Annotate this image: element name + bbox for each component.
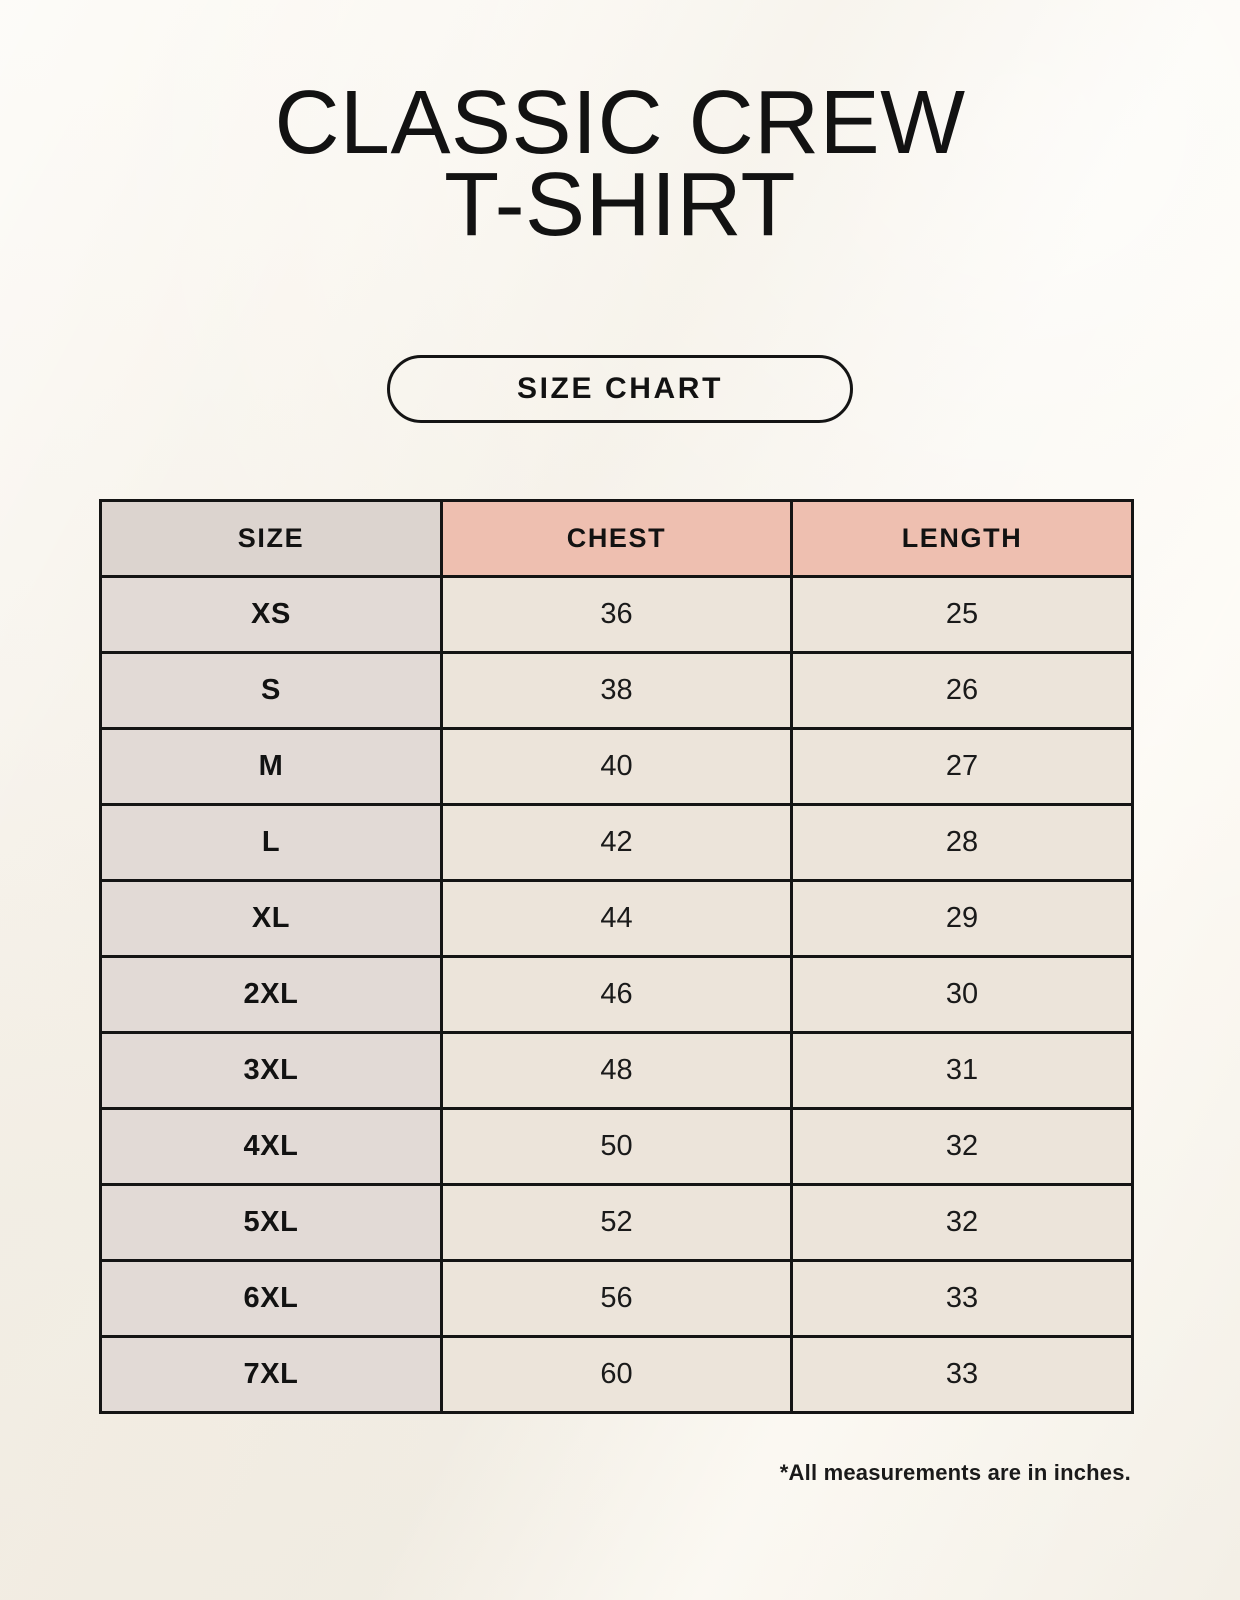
cell-size: S [99,651,443,730]
column-header-chest-label: CHEST [566,523,667,553]
cell-length: 33 [790,1259,1134,1338]
length-value: 32 [945,1206,979,1238]
length-value: 31 [945,1054,979,1086]
length-value: 27 [945,750,979,782]
length-value: 29 [945,902,979,934]
table-row: XS 36 25 [99,575,1134,654]
cell-length: 28 [790,803,1134,882]
cell-size: M [99,727,443,806]
size-chart-table-wrapper: SIZE CHEST LENGTH XS 36 25 S [99,499,1134,1414]
chest-value: 36 [600,598,633,630]
size-chart-table: SIZE CHEST LENGTH XS 36 25 S [99,499,1134,1414]
cell-size: XL [99,879,443,958]
column-header-length-label: LENGTH [901,523,1023,553]
chest-value: 48 [600,1054,633,1086]
cell-chest: 56 [440,1259,793,1338]
length-value: 33 [945,1358,979,1390]
length-value: 25 [945,598,979,630]
table-row: M 40 27 [99,727,1134,806]
size-value: L [261,826,281,858]
chest-value: 50 [600,1130,633,1162]
cell-length: 29 [790,879,1134,958]
cell-chest: 52 [440,1183,793,1262]
column-header-chest: CHEST [440,499,793,578]
length-value: 32 [945,1130,979,1162]
length-value: 26 [945,674,979,706]
cell-size: 6XL [99,1259,443,1338]
cell-size: 5XL [99,1183,443,1262]
badge-container: SIZE CHART [0,355,1240,423]
cell-chest: 38 [440,651,793,730]
cell-size: L [99,803,443,882]
size-value: 6XL [243,1282,299,1314]
column-header-size-label: SIZE [237,523,305,553]
chest-value: 56 [600,1282,633,1314]
table-header-row: SIZE CHEST LENGTH [99,499,1134,578]
size-value: S [261,674,281,706]
cell-length: 26 [790,651,1134,730]
cell-length: 30 [790,955,1134,1034]
length-value: 33 [945,1282,979,1314]
table-row: 6XL 56 33 [99,1259,1134,1338]
cell-length: 27 [790,727,1134,806]
size-value: M [258,750,284,782]
chest-value: 52 [600,1206,633,1238]
table-row: S 38 26 [99,651,1134,730]
length-value: 28 [945,826,979,858]
size-value: 4XL [243,1130,299,1162]
chest-value: 38 [600,674,633,706]
size-chart-badge-label: SIZE CHART [517,372,723,405]
table-row: L 42 28 [99,803,1134,882]
length-value: 30 [945,978,979,1010]
table-row: XL 44 29 [99,879,1134,958]
cell-chest: 46 [440,955,793,1034]
cell-length: 32 [790,1183,1134,1262]
size-value: XL [251,902,291,934]
size-value: 3XL [243,1054,299,1086]
cell-size: 4XL [99,1107,443,1186]
chest-value: 60 [600,1358,633,1390]
cell-length: 31 [790,1031,1134,1110]
cell-size: 7XL [99,1335,443,1414]
chest-value: 44 [600,902,633,934]
page-title: CLASSIC CREW T-SHIRT [0,73,1240,255]
size-value: 2XL [243,978,299,1010]
table-row: 3XL 48 31 [99,1031,1134,1110]
table-body: XS 36 25 S 38 26 M 40 27 L 42 28 [99,575,1134,1414]
table-row: 2XL 46 30 [99,955,1134,1034]
table-row: 5XL 52 32 [99,1183,1134,1262]
table-row: 4XL 50 32 [99,1107,1134,1186]
cell-size: XS [99,575,443,654]
cell-chest: 40 [440,727,793,806]
cell-chest: 50 [440,1107,793,1186]
cell-chest: 42 [440,803,793,882]
cell-chest: 48 [440,1031,793,1110]
cell-chest: 36 [440,575,793,654]
size-value: XS [251,598,291,630]
cell-size: 2XL [99,955,443,1034]
chest-value: 46 [600,978,633,1010]
column-header-length: LENGTH [790,499,1134,578]
cell-size: 3XL [99,1031,443,1110]
column-header-size: SIZE [99,499,443,578]
chest-value: 40 [600,750,633,782]
measurements-footnote: *All measurements are in inches. [779,1460,1131,1485]
cell-length: 32 [790,1107,1134,1186]
title-line-2: T-SHIRT [444,155,796,255]
cell-length: 33 [790,1335,1134,1414]
table-row: 7XL 60 33 [99,1335,1134,1414]
size-chart-badge: SIZE CHART [387,355,853,423]
table-header: SIZE CHEST LENGTH [99,499,1134,578]
size-value: 5XL [243,1206,299,1238]
title-line-1: CLASSIC CREW [274,73,966,173]
cell-chest: 60 [440,1335,793,1414]
chest-value: 42 [600,826,633,858]
size-value: 7XL [243,1358,299,1390]
cell-length: 25 [790,575,1134,654]
cell-chest: 44 [440,879,793,958]
